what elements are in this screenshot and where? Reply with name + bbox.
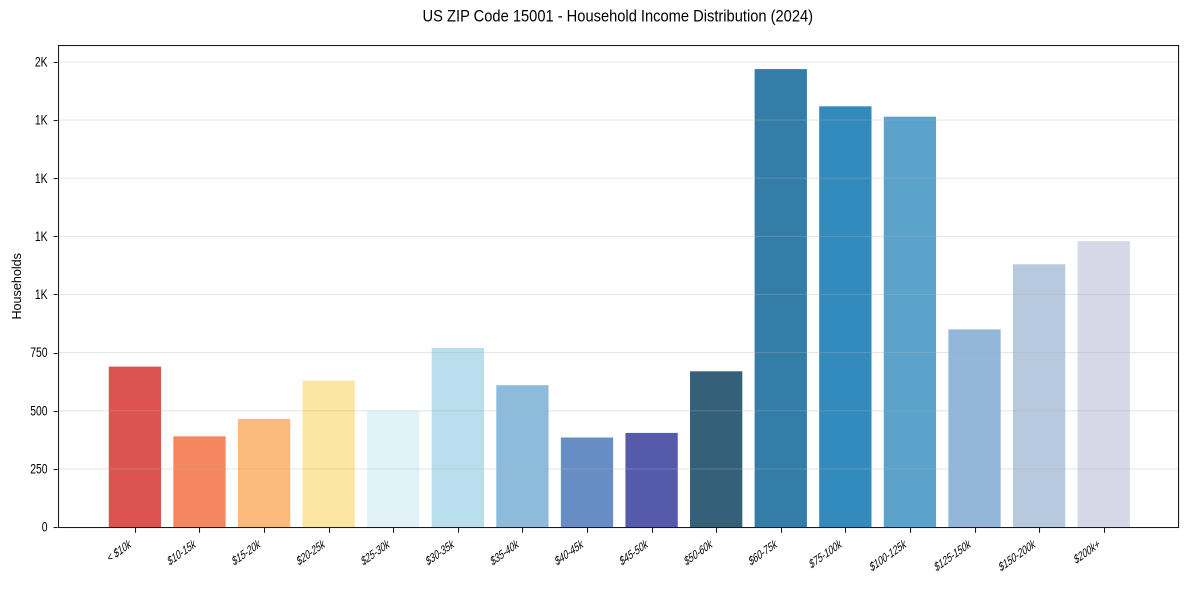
svg-text:1K: 1K	[35, 112, 48, 128]
svg-text:1K: 1K	[35, 228, 48, 244]
svg-text:Households: Households	[10, 253, 24, 320]
svg-text:1K: 1K	[35, 170, 48, 186]
svg-text:US ZIP Code 15001 - Household: US ZIP Code 15001 - Household Income Dis…	[423, 8, 813, 26]
svg-text:500: 500	[30, 403, 47, 419]
svg-text:750: 750	[30, 345, 47, 361]
svg-text:250: 250	[30, 461, 47, 477]
svg-text:2K: 2K	[35, 54, 48, 70]
svg-text:1K: 1K	[35, 287, 48, 303]
svg-text:0: 0	[42, 519, 48, 535]
